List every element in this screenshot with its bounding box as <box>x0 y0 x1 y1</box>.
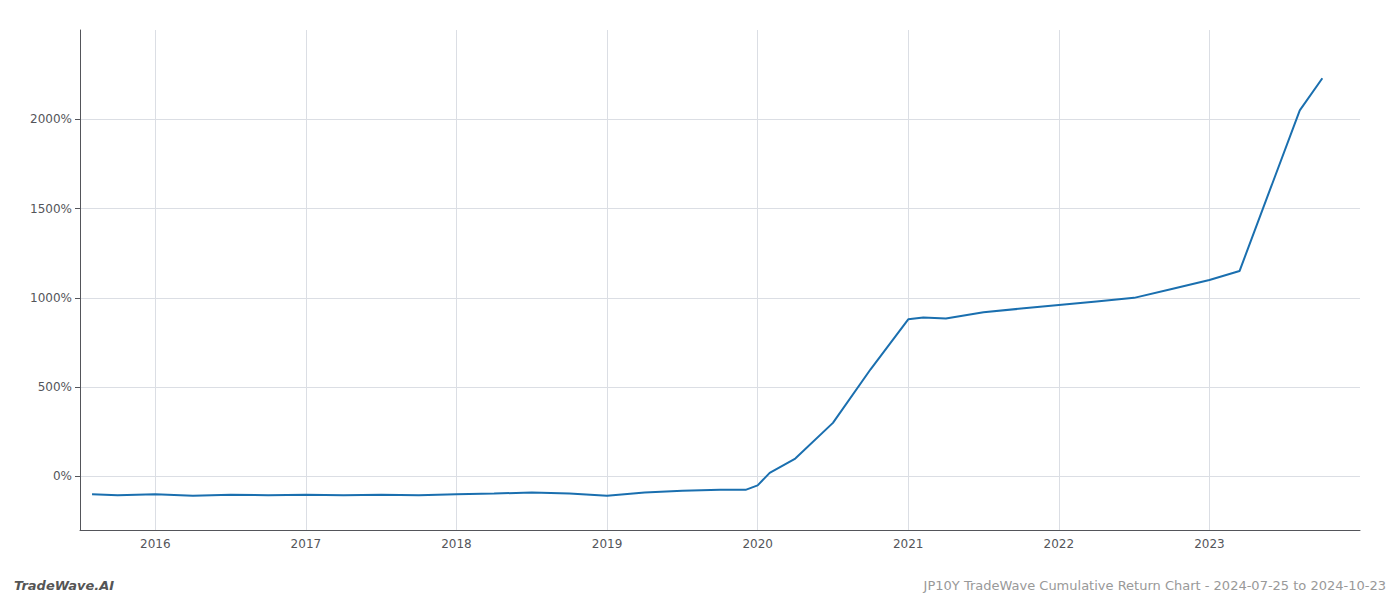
svg-text:JP10Y TradeWave Cumulative Ret: JP10Y TradeWave Cumulative Return Chart … <box>923 578 1386 593</box>
svg-text:2023: 2023 <box>1194 537 1225 551</box>
svg-text:2000%: 2000% <box>30 112 72 126</box>
svg-text:2017: 2017 <box>291 537 322 551</box>
svg-text:2020: 2020 <box>742 537 773 551</box>
svg-text:2019: 2019 <box>592 537 623 551</box>
svg-text:2021: 2021 <box>893 537 924 551</box>
svg-text:1500%: 1500% <box>30 202 72 216</box>
svg-text:TradeWave.AI: TradeWave.AI <box>14 578 114 593</box>
svg-text:0%: 0% <box>53 469 72 483</box>
svg-text:500%: 500% <box>38 380 72 394</box>
svg-text:2022: 2022 <box>1044 537 1075 551</box>
svg-text:2016: 2016 <box>140 537 171 551</box>
svg-text:2018: 2018 <box>441 537 472 551</box>
svg-text:1000%: 1000% <box>30 291 72 305</box>
